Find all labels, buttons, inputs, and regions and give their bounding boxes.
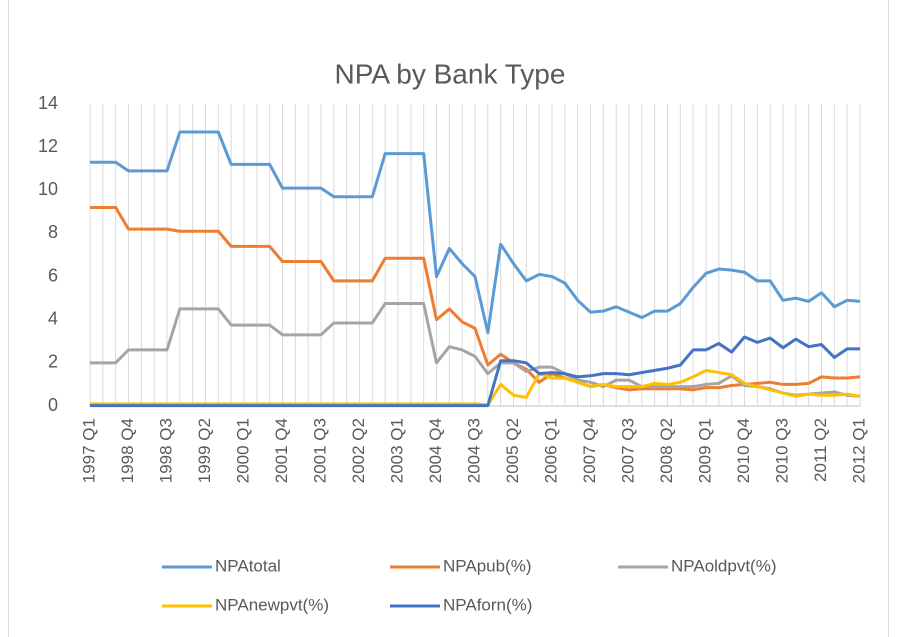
chart-frame bbox=[8, 0, 889, 637]
y-tick-label: 10 bbox=[38, 179, 58, 199]
y-tick-label: 0 bbox=[48, 395, 58, 415]
series-line bbox=[90, 130, 861, 335]
x-tick-label: 2001 Q4 bbox=[272, 418, 291, 483]
chart-title: NPA by Bank Type bbox=[335, 58, 566, 89]
legend-label: NPApub(%) bbox=[443, 556, 532, 575]
series-line bbox=[90, 335, 860, 408]
y-tick-label: 2 bbox=[48, 352, 58, 372]
x-tick-label: 2002 Q2 bbox=[349, 418, 368, 483]
x-tick-label: 2007 Q4 bbox=[580, 418, 599, 483]
y-tick-label: 4 bbox=[48, 308, 58, 328]
series-line bbox=[90, 206, 861, 392]
x-tick-label: 2004 Q4 bbox=[426, 418, 445, 483]
legend-label: NPAtotal bbox=[215, 556, 281, 575]
x-tick-label: 2007 Q3 bbox=[618, 418, 637, 483]
x-tick-label: 2005 Q2 bbox=[503, 418, 522, 483]
x-tick-label: 1998 Q3 bbox=[156, 418, 175, 483]
y-tick-label: 8 bbox=[48, 222, 58, 242]
x-tick-label: 2010 Q3 bbox=[772, 418, 791, 483]
y-tick-label: 14 bbox=[38, 93, 58, 113]
x-tick-label: 2006 Q1 bbox=[541, 418, 560, 483]
legend-label: NPAforn(%) bbox=[443, 595, 532, 614]
legend-label: NPAoldpvt(%) bbox=[671, 556, 777, 575]
x-tick-label: 2011 Q2 bbox=[811, 418, 830, 482]
x-tick-label: 2012 Q1 bbox=[849, 418, 868, 483]
y-tick-label: 6 bbox=[48, 265, 58, 285]
x-tick-label: 2003 Q1 bbox=[387, 418, 406, 483]
y-tick-label: 12 bbox=[38, 136, 58, 156]
series-line bbox=[90, 368, 861, 407]
x-tick-label: 2001 Q3 bbox=[310, 418, 329, 483]
legend-label: NPAnewpvt(%) bbox=[215, 595, 329, 614]
x-tick-label: 1998 Q4 bbox=[118, 418, 137, 483]
x-tick-label: 2000 Q1 bbox=[233, 418, 252, 483]
x-tick-label: 1997 Q1 bbox=[79, 418, 98, 483]
x-tick-label: 2009 Q1 bbox=[695, 418, 714, 483]
x-tick-label: 2004 Q3 bbox=[464, 418, 483, 483]
x-tick-label: 2010 Q4 bbox=[734, 418, 753, 483]
x-tick-label: 2008 Q2 bbox=[657, 418, 676, 483]
x-tick-label: 1999 Q2 bbox=[195, 418, 214, 483]
